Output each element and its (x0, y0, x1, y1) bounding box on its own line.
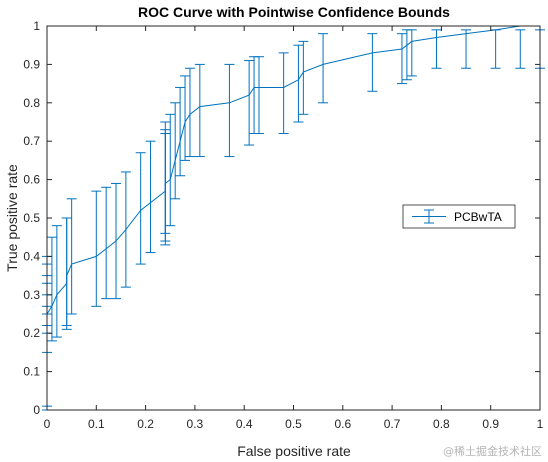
x-tick-label: 0.4 (236, 417, 253, 431)
y-tick-label: 0.1 (23, 365, 40, 379)
y-axis-label: True positive rate (4, 164, 20, 272)
y-tick-label: 0.8 (23, 96, 40, 110)
legend-box (402, 204, 516, 229)
x-tick-label: 0.1 (88, 417, 105, 431)
x-axis-label: False positive rate (237, 443, 351, 459)
y-tick-label: 0.6 (23, 173, 40, 187)
x-tick-label: 0.2 (137, 417, 154, 431)
y-tick-label: 0.3 (23, 288, 40, 302)
y-tick-label: 0.7 (23, 134, 40, 148)
y-tick-label: 0 (33, 403, 40, 417)
y-tick-label: 0.5 (23, 211, 40, 225)
y-tick-label: 0.2 (23, 326, 40, 340)
x-tick-label: 0 (44, 417, 51, 431)
legend: PCBwTA (402, 204, 516, 229)
x-tick-label: 0.8 (433, 417, 450, 431)
axis-ticks-layer (46, 25, 541, 411)
y-tick-label: 0.9 (23, 57, 40, 71)
legend-entry-label: PCBwTA (454, 210, 502, 224)
chart-title: ROC Curve with Pointwise Confidence Boun… (138, 4, 450, 20)
x-tick-label: 0.5 (285, 417, 302, 431)
tick-labels-layer: 0 0.1 0.2 0.3 0.4 0.5 0.6 0.7 0.8 0.9 1 0 0.1 0.2 0.3 0… (23, 19, 543, 431)
watermark-text: @稀土掘金技术社区 (443, 445, 542, 458)
x-tick-label: 0.3 (187, 417, 204, 431)
x-tick-label: 0.9 (482, 417, 499, 431)
x-tick-label: 0.7 (384, 417, 401, 431)
x-tick-label: 0.6 (334, 417, 351, 431)
x-tick-label: 1 (537, 417, 544, 431)
y-tick-label: 1 (33, 19, 40, 33)
y-tick-label: 0.4 (23, 249, 40, 263)
